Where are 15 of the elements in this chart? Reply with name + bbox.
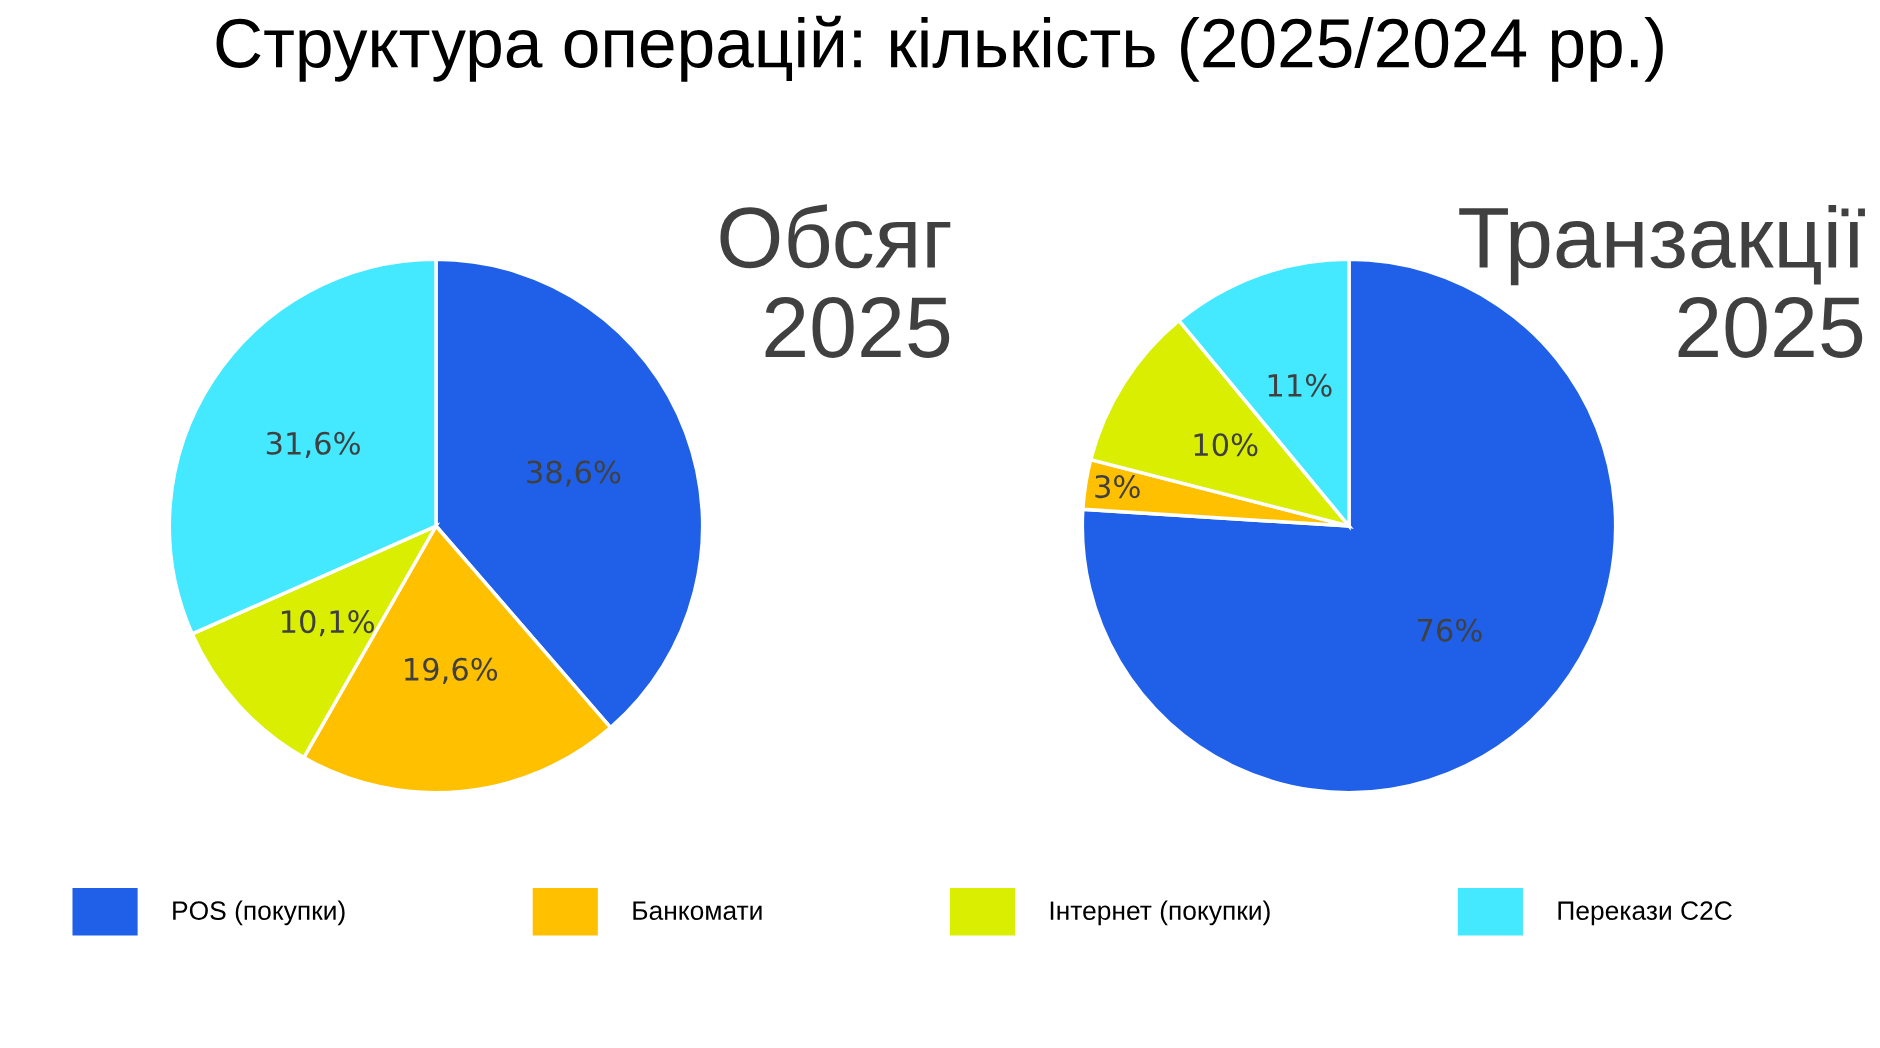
- data-label: 10,1%: [281, 610, 374, 637]
- chart-subtitle: Обсяг 2025: [720, 204, 951, 358]
- data-label: 76%: [1417, 618, 1482, 642]
- data-label: 31,6%: [266, 431, 360, 458]
- chart-subtitle: Транзакції 2025: [1459, 205, 1865, 358]
- data-label: 19,6%: [405, 657, 498, 684]
- legend-label: POS (покупки): [173, 900, 345, 926]
- legend-label: Перекази C2C: [1558, 901, 1732, 926]
- legend-label: Банкомати: [633, 901, 762, 920]
- data-label: 3%: [1095, 475, 1140, 499]
- data-label: 10%: [1194, 433, 1258, 457]
- data-label: 11%: [1268, 373, 1332, 397]
- chart-title: Структура операцій: кількість (2025/2024 рр.): [216, 15, 1663, 82]
- legend-label: Інтернет (покупки): [1050, 900, 1270, 926]
- data-label: 38,6%: [527, 460, 621, 487]
